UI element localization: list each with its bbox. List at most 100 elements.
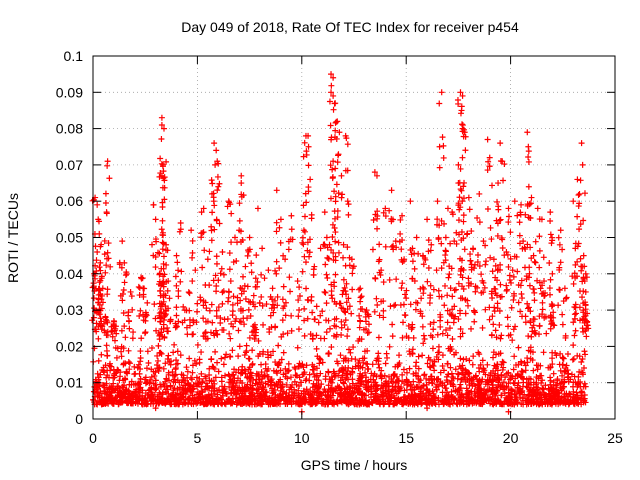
data-point-baseline [425, 396, 432, 403]
data-point-spike [480, 289, 487, 296]
data-point-spike [519, 295, 526, 302]
data-point-spike [380, 314, 387, 321]
data-point-spike [157, 315, 164, 322]
data-point-baseline [439, 389, 446, 396]
data-point-baseline [406, 398, 413, 405]
data-point-spike [389, 321, 396, 328]
data-point-spike [301, 213, 308, 220]
data-point [332, 165, 339, 172]
data-point [156, 270, 163, 277]
data-point [419, 252, 426, 259]
data-point-spike [496, 321, 503, 328]
data-point-spike [332, 238, 339, 245]
data-point-baseline [503, 370, 510, 377]
data-point-spike [175, 287, 182, 294]
data-point-baseline [145, 359, 152, 366]
data-point-spike [459, 330, 466, 337]
data-point-baseline [122, 388, 129, 395]
data-point-baseline [186, 355, 193, 362]
data-point-spike [535, 331, 542, 338]
data-point-spike [429, 334, 436, 341]
data-point-baseline [275, 342, 282, 349]
data-point-spike [555, 302, 562, 309]
data-point-baseline [507, 386, 514, 393]
data-point-spike [244, 283, 251, 290]
data-point-spike [214, 187, 221, 194]
chart-title: Day 049 of 2018, Rate Of TEC Index for r… [181, 19, 519, 35]
data-point-baseline [490, 377, 497, 384]
data-point-baseline [103, 347, 110, 354]
data-point-baseline [295, 393, 302, 400]
data-point-baseline [168, 358, 175, 365]
data-point-baseline [214, 359, 221, 366]
data-point [259, 245, 266, 252]
data-point-spike [208, 223, 215, 230]
data-point-spike [143, 311, 150, 318]
data-point-spike [248, 260, 255, 267]
data-point-baseline [574, 381, 581, 388]
data-point-baseline [189, 362, 196, 369]
data-point-baseline [113, 354, 120, 361]
data-point-spike [459, 274, 466, 281]
data-point-spike [163, 247, 170, 254]
data-point-spike [542, 313, 549, 320]
data-point-spike [152, 264, 159, 271]
data-point-spike [300, 202, 307, 209]
data-point-baseline [561, 379, 568, 386]
data-point-spike [559, 246, 566, 253]
data-point-spike [342, 317, 349, 324]
data-point-spike [550, 309, 557, 316]
data-point-spike [440, 142, 447, 149]
data-point-baseline [494, 361, 501, 368]
data-point-spike [459, 154, 466, 161]
data-point-spike [122, 334, 129, 341]
data-point-spike [505, 323, 512, 330]
data-point-baseline [495, 350, 502, 357]
data-point-baseline [218, 355, 225, 362]
data-point-spike [570, 319, 577, 326]
data-point-baseline [255, 337, 262, 344]
data-point-spike [525, 333, 532, 340]
data-point-spike [426, 300, 433, 307]
data-point-baseline [118, 390, 125, 397]
data-point-spike [327, 325, 334, 332]
data-point-baseline [355, 377, 362, 384]
data-point-spike [241, 282, 248, 289]
data-point-spike [440, 154, 447, 161]
data-point-spike [462, 147, 469, 154]
data-point-baseline [219, 392, 226, 399]
data-point-spike [230, 293, 237, 300]
data-point [530, 252, 537, 259]
data-point-baseline [501, 390, 508, 397]
data-point-baseline [477, 400, 484, 407]
data-point-baseline [206, 365, 213, 372]
data-point-baseline [111, 387, 118, 394]
data-point-spike [200, 315, 207, 322]
data-point-spike [474, 251, 481, 258]
data-point-spike [174, 259, 181, 266]
data-point-baseline [469, 361, 476, 368]
data-point [192, 267, 199, 274]
data-point [576, 190, 583, 197]
data-point-baseline [97, 371, 104, 378]
data-point-spike [184, 331, 191, 338]
data-point-spike [285, 246, 292, 253]
data-point-spike [229, 312, 236, 319]
data-point-spike [494, 232, 501, 239]
data-point-baseline [512, 399, 519, 406]
data-point-spike [183, 324, 190, 331]
data-point-spike [486, 316, 493, 323]
data-point [97, 259, 104, 266]
data-point-baseline [174, 348, 181, 355]
data-point-spike [531, 258, 538, 265]
data-point-baseline [136, 370, 143, 377]
data-point-spike [118, 264, 125, 271]
data-point-spike [437, 323, 444, 330]
data-point-baseline [564, 374, 571, 381]
data-point-spike [420, 332, 427, 339]
data-point-spike [468, 325, 475, 332]
data-point-spike [510, 296, 517, 303]
data-point-spike [500, 177, 507, 184]
data-point-baseline [398, 397, 405, 404]
data-point-baseline [342, 394, 349, 401]
